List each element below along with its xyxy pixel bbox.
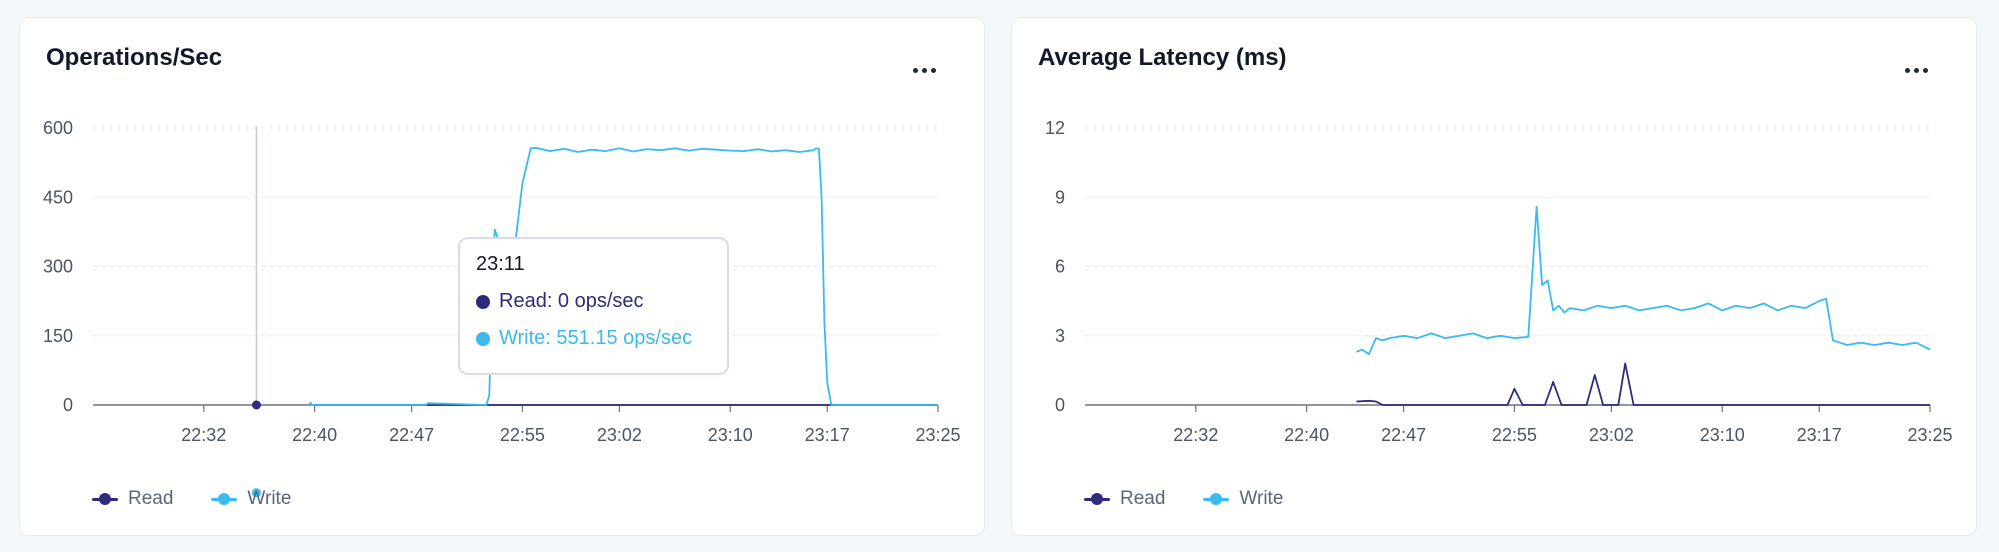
x-tick-label: 23:02 — [597, 425, 642, 445]
latency-chart-title: Average Latency (ms) — [1038, 44, 1287, 71]
y-tick-label: 9 — [1055, 187, 1065, 207]
x-tick-label: 23:02 — [1589, 425, 1634, 445]
write-line-marker-icon — [1203, 493, 1230, 505]
y-tick-label: 6 — [1055, 257, 1065, 277]
read-line-marker-icon — [92, 493, 118, 505]
x-tick-label: 22:47 — [389, 425, 434, 445]
legend-label-read: Read — [1120, 488, 1166, 509]
read-dot-icon — [476, 294, 490, 309]
tooltip-read-row: Read: 0 ops/sec — [476, 290, 711, 313]
legend-item-read[interactable]: Read — [92, 488, 173, 510]
ops-line-chart: 0 150 300 450 600 22:32 22:40 22:47 22:55 23:02 23… — [43, 118, 961, 498]
tooltip-write-value: Write: 551.15 ops/sec — [499, 327, 693, 349]
ops-chart-title: Operations/Sec — [46, 44, 223, 71]
x-tick-label: 22:32 — [181, 425, 226, 445]
y-tick-label: 12 — [1045, 118, 1065, 138]
legend-item-read[interactable]: Read — [1084, 488, 1165, 510]
y-tick-label: 600 — [43, 118, 73, 138]
write-dot-icon — [476, 331, 490, 346]
y-tick-label: 450 — [43, 187, 73, 207]
ops-tooltip: 23:11 Read: 0 ops/sec Write: 551.15 ops/… — [458, 237, 729, 375]
write-line-marker-icon — [211, 493, 238, 505]
x-tick-label: 22:47 — [1381, 425, 1426, 445]
y-tick-label: 150 — [43, 326, 73, 346]
x-tick-label: 22:32 — [1173, 425, 1218, 445]
x-tick-label: 23:17 — [805, 425, 850, 445]
legend-item-write[interactable]: Write — [211, 488, 291, 510]
y-tick-label: 3 — [1055, 326, 1065, 346]
series-line-write — [308, 147, 938, 406]
x-tick-label: 23:10 — [708, 425, 753, 445]
read-line-marker-icon — [1084, 493, 1110, 505]
more-horizontal-icon[interactable] — [1898, 58, 1934, 82]
x-tick-label: 22:40 — [1284, 425, 1329, 445]
hover-point-write — [251, 488, 261, 498]
more-horizontal-icon[interactable] — [906, 58, 942, 82]
series-line-write — [1356, 205, 1931, 356]
x-tick-label: 22:55 — [500, 425, 545, 445]
y-tick-label: 0 — [63, 395, 73, 415]
tooltip-read-value: Read: 0 ops/sec — [499, 290, 644, 312]
x-tick-label: 23:17 — [1797, 425, 1842, 445]
legend-label-write: Write — [247, 488, 292, 509]
x-tick-label: 22:55 — [1492, 425, 1537, 445]
hover-point-read — [251, 400, 261, 410]
latency-legend: Read Write — [1084, 488, 1283, 510]
tooltip-write-row: Write: 551.15 ops/sec — [476, 327, 711, 350]
grid — [93, 127, 938, 337]
ops-chart-card: Operations/Sec 0 150 300 450 600 22:32 22:40 22… — [19, 17, 985, 536]
series-line-read — [1356, 362, 1930, 406]
x-tick-label: 23:25 — [915, 425, 960, 445]
x-tick-label: 22:40 — [292, 425, 337, 445]
tooltip-time: 23:11 — [476, 253, 525, 275]
y-tick-label: 0 — [1055, 395, 1065, 415]
legend-label-read: Read — [128, 488, 174, 509]
x-tick-label: 23:10 — [1700, 425, 1745, 445]
y-tick-label: 300 — [43, 257, 73, 277]
ops-legend: Read Write — [92, 488, 291, 510]
x-tick-label: 23:25 — [1907, 425, 1952, 445]
latency-chart-card: Average Latency (ms) 0 3 6 9 12 22:32 22:40 22:… — [1011, 17, 1977, 536]
latency-line-chart: 0 3 6 9 12 22:32 22:40 22:47 22:55 23:02 23:10 23:1… — [1045, 118, 1953, 445]
grid — [1085, 127, 1930, 337]
legend-item-write[interactable]: Write — [1203, 488, 1283, 510]
legend-label-write: Write — [1239, 488, 1284, 509]
